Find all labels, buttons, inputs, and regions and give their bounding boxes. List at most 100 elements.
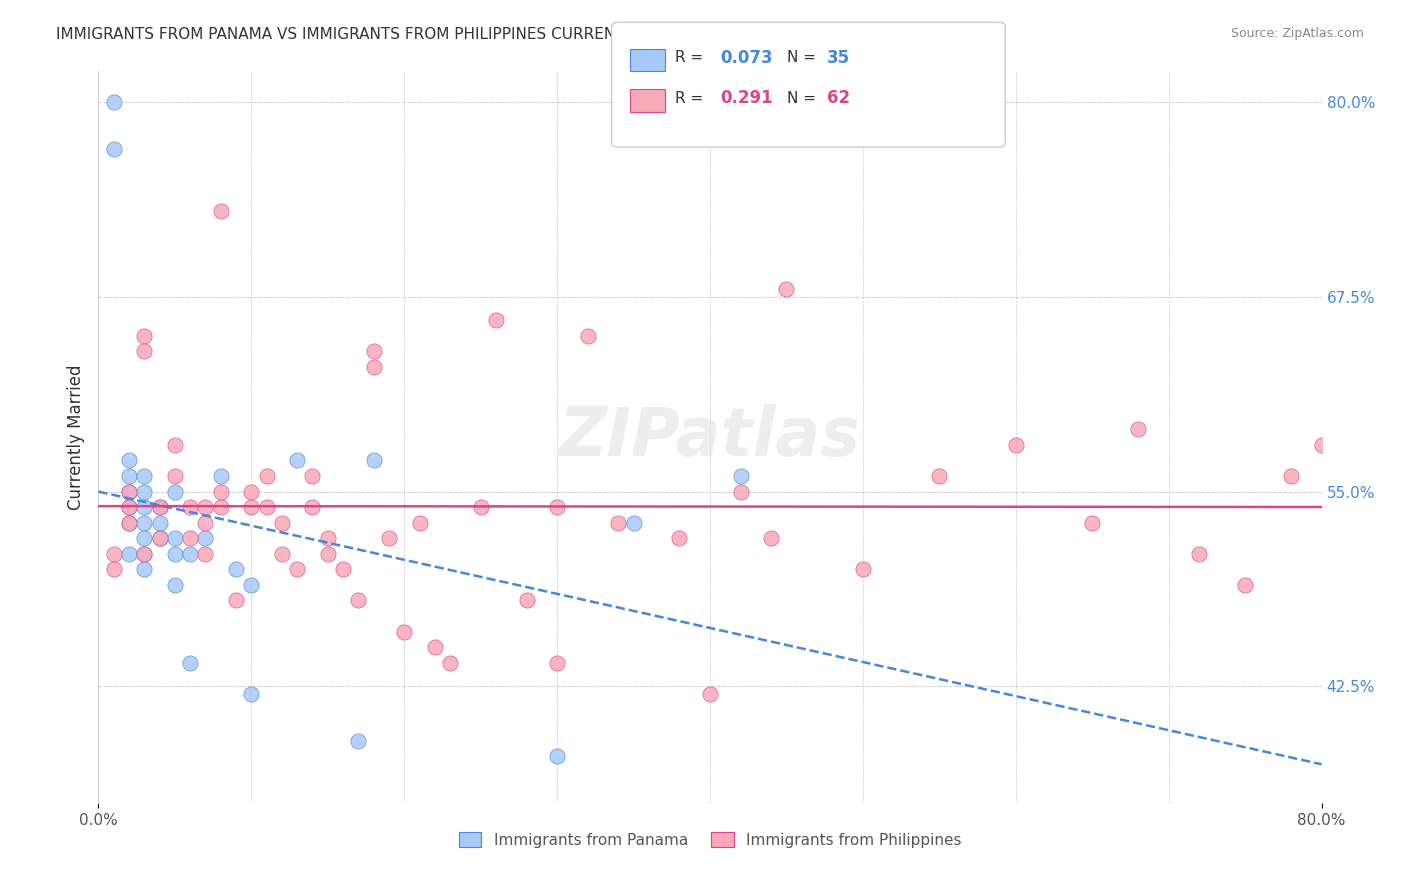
Point [316,531,339,545]
Point [194,547,217,561]
Point [225,593,247,607]
Point [134,344,156,359]
Point [209,204,232,219]
Point [103,142,125,156]
Point [134,547,156,561]
Point [209,469,232,483]
Point [301,469,323,483]
Point [1081,516,1104,530]
Text: N =: N = [787,91,817,105]
Y-axis label: Currently Married: Currently Married [66,364,84,510]
Text: 0.291: 0.291 [720,89,772,107]
Point [149,531,172,545]
Point [149,531,172,545]
Point [240,484,263,499]
Point [209,500,232,515]
Point [423,640,446,655]
Point [378,531,401,545]
Point [256,500,278,515]
Point [163,438,186,452]
Point [118,484,141,499]
Point [134,469,156,483]
Point [134,484,156,499]
Point [134,547,156,561]
Point [118,500,141,515]
Point [1234,578,1257,592]
Point [118,453,141,467]
Point [118,516,141,530]
Point [103,95,125,110]
Point [134,562,156,576]
Point [240,578,263,592]
Point [134,516,156,530]
Point [270,516,292,530]
Text: N =: N = [787,51,817,65]
Point [928,469,950,483]
Point [149,516,172,530]
Point [240,687,263,701]
Point [1188,547,1211,561]
Point [546,656,568,670]
Point [730,469,752,483]
Point [408,516,430,530]
Text: 35: 35 [827,49,849,67]
Text: R =: R = [675,51,703,65]
Point [134,329,156,343]
Legend: Immigrants from Panama, Immigrants from Philippines: Immigrants from Panama, Immigrants from … [453,825,967,854]
Point [1128,422,1150,436]
Point [209,484,232,499]
Point [118,547,141,561]
Point [194,531,217,545]
Point [118,469,141,483]
Point [439,656,461,670]
Point [163,578,186,592]
Point [194,500,217,515]
Point [225,562,247,576]
Point [285,562,308,576]
Point [163,484,186,499]
Point [730,484,752,499]
Point [134,500,156,515]
Point [163,531,186,545]
Point [363,344,385,359]
Point [194,516,217,530]
Point [759,531,782,545]
Point [149,500,172,515]
Point [270,547,292,561]
Point [256,469,278,483]
Point [516,593,538,607]
Point [852,562,875,576]
Point [118,500,141,515]
Point [118,516,141,530]
Point [103,562,125,576]
Point [179,656,201,670]
Point [301,500,323,515]
Point [485,313,508,327]
Point [546,749,568,764]
Text: R =: R = [675,91,703,105]
Point [363,359,385,374]
Point [775,282,797,296]
Point [285,453,308,467]
Point [163,469,186,483]
Point [347,733,370,747]
Point [576,329,599,343]
Point [118,484,141,499]
Point [668,531,690,545]
Text: ZIPatlas: ZIPatlas [560,404,860,470]
Point [1279,469,1302,483]
Point [134,531,156,545]
Point [179,547,201,561]
Point [332,562,354,576]
Text: 62: 62 [827,89,849,107]
Point [163,547,186,561]
Point [623,516,645,530]
Point [1004,438,1026,452]
Point [179,500,201,515]
Point [1310,438,1333,452]
Point [240,500,263,515]
Point [607,516,630,530]
Point [316,547,339,561]
Point [179,531,201,545]
Point [103,547,125,561]
